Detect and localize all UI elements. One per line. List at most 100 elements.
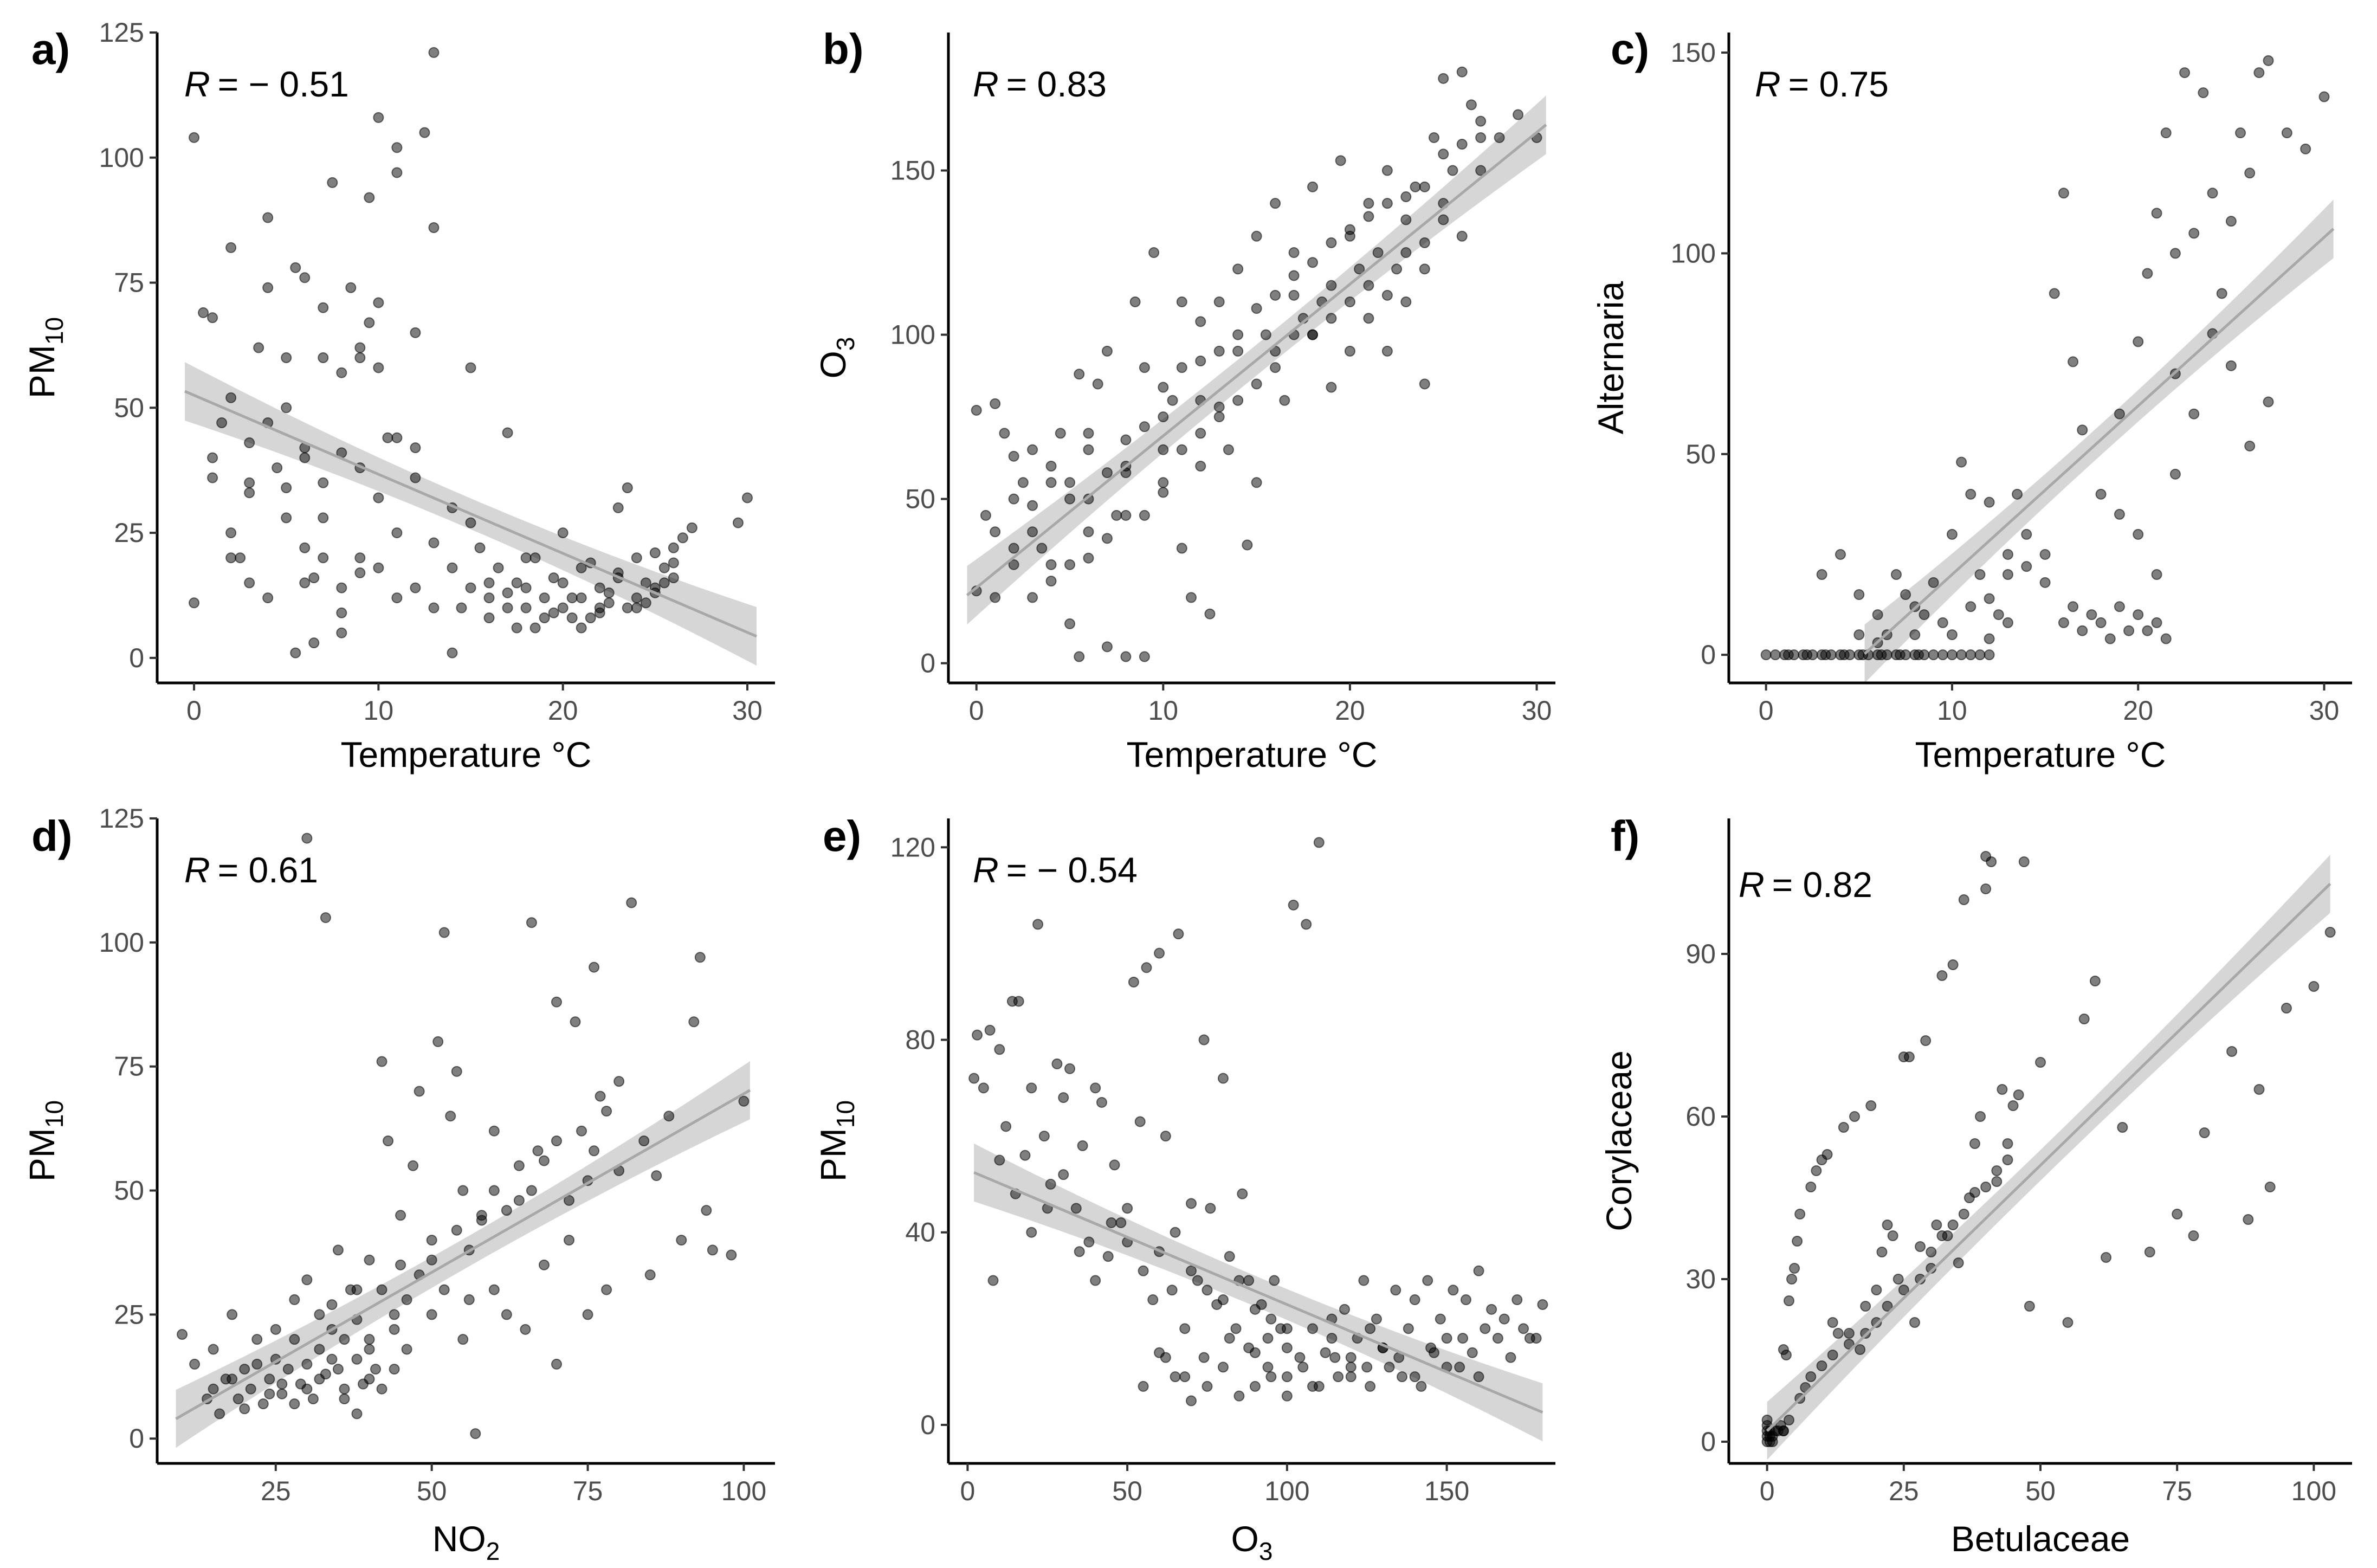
r-value-label: R = 0.75	[1755, 64, 1889, 104]
data-point	[1447, 165, 1458, 176]
data-point	[1204, 608, 1216, 620]
data-point	[1232, 329, 1244, 340]
data-point	[1397, 1371, 1408, 1383]
data-point	[513, 1195, 525, 1206]
data-point	[502, 427, 513, 438]
data-point	[520, 552, 532, 564]
y-tick-label: 100	[890, 320, 935, 350]
data-point	[1213, 345, 1225, 357]
data-point	[426, 1235, 437, 1246]
data-point	[631, 602, 642, 614]
data-point	[1465, 99, 1477, 111]
data-point	[1301, 919, 1312, 930]
data-point	[520, 602, 532, 614]
data-point	[262, 212, 274, 223]
data-point	[1288, 289, 1300, 301]
data-point	[351, 1408, 363, 1419]
data-point	[1202, 1285, 1213, 1296]
data-point	[1249, 1380, 1261, 1392]
y-axis-title: PM10	[22, 1100, 68, 1182]
data-point	[1251, 303, 1262, 314]
data-point	[2089, 976, 2101, 986]
y-tick-label: 25	[114, 518, 144, 548]
data-point	[589, 1145, 600, 1157]
data-point	[2133, 609, 2144, 621]
data-point	[1269, 1275, 1280, 1286]
data-point	[1013, 996, 1024, 1007]
data-point	[1956, 649, 1967, 661]
y-tick-label: 30	[1685, 1264, 1716, 1294]
data-point	[1936, 1230, 1948, 1241]
x-tick-label: 0	[960, 1476, 975, 1506]
data-point	[1217, 1361, 1229, 1373]
y-tick-label: 100	[99, 143, 144, 173]
data-point	[470, 1428, 481, 1440]
data-point	[1345, 1371, 1357, 1383]
x-tick-label: 10	[364, 695, 394, 726]
y-tick-label: 125	[99, 17, 144, 48]
data-point	[626, 897, 637, 908]
data-point	[1139, 509, 1150, 521]
data-point	[501, 1205, 512, 1216]
data-point	[1074, 1246, 1085, 1257]
data-point	[1313, 1380, 1325, 1392]
data-point	[410, 472, 421, 483]
y-tick-label: 120	[890, 832, 935, 862]
data-point	[658, 577, 670, 589]
data-point	[382, 432, 393, 443]
data-point	[307, 1393, 319, 1404]
y-tick-label: 100	[1671, 238, 1716, 268]
data-point	[1233, 1390, 1245, 1402]
data-point	[1363, 280, 1374, 291]
data-point	[244, 577, 255, 589]
data-point	[1045, 1178, 1056, 1190]
data-point	[1198, 1034, 1210, 1046]
data-point	[1419, 378, 1430, 390]
data-point	[244, 477, 255, 488]
data-point	[2114, 508, 2125, 520]
data-point	[1213, 401, 1225, 412]
data-point	[354, 552, 366, 564]
data-point	[532, 1145, 544, 1157]
y-tick-label: 40	[905, 1217, 935, 1248]
data-point	[1871, 1285, 1882, 1295]
x-axis-title: Temperature °C	[1915, 734, 2166, 775]
data-point	[1154, 947, 1165, 959]
data-point	[2018, 856, 2030, 867]
data-point	[1969, 1138, 1980, 1149]
data-point	[1816, 1360, 1827, 1371]
data-point	[2188, 1230, 2199, 1241]
x-tick-label: 75	[2162, 1476, 2192, 1506]
data-point	[208, 1344, 219, 1355]
data-point	[2021, 561, 2032, 572]
data-point	[1251, 378, 1262, 390]
data-point	[2123, 625, 2135, 636]
data-point	[245, 1383, 256, 1395]
y-axis-title: O3	[813, 337, 860, 379]
data-point	[281, 402, 292, 414]
data-point	[538, 1155, 550, 1166]
panel-letter: b)	[823, 25, 864, 73]
data-point	[551, 996, 562, 1008]
data-point	[299, 577, 311, 589]
data-point	[483, 577, 495, 589]
x-tick-label: 10	[1148, 695, 1178, 726]
data-point	[2160, 127, 2172, 139]
data-point	[1237, 1188, 1248, 1199]
data-point	[483, 612, 495, 623]
data-point	[2169, 468, 2181, 480]
r-value-label: R = 0.61	[184, 850, 318, 890]
data-point	[1365, 1323, 1376, 1334]
x-axis-title: Temperature °C	[341, 734, 592, 775]
data-point	[1473, 1371, 1484, 1383]
data-point	[426, 1254, 437, 1266]
x-tick-label: 10	[1937, 695, 1967, 726]
data-point	[476, 1215, 487, 1226]
data-point	[984, 1024, 996, 1036]
data-point	[1354, 263, 1365, 275]
data-point	[326, 1299, 338, 1311]
data-point	[1384, 1361, 1395, 1373]
data-point	[548, 572, 559, 584]
data-point	[364, 1254, 375, 1266]
data-point	[1090, 1082, 1101, 1094]
